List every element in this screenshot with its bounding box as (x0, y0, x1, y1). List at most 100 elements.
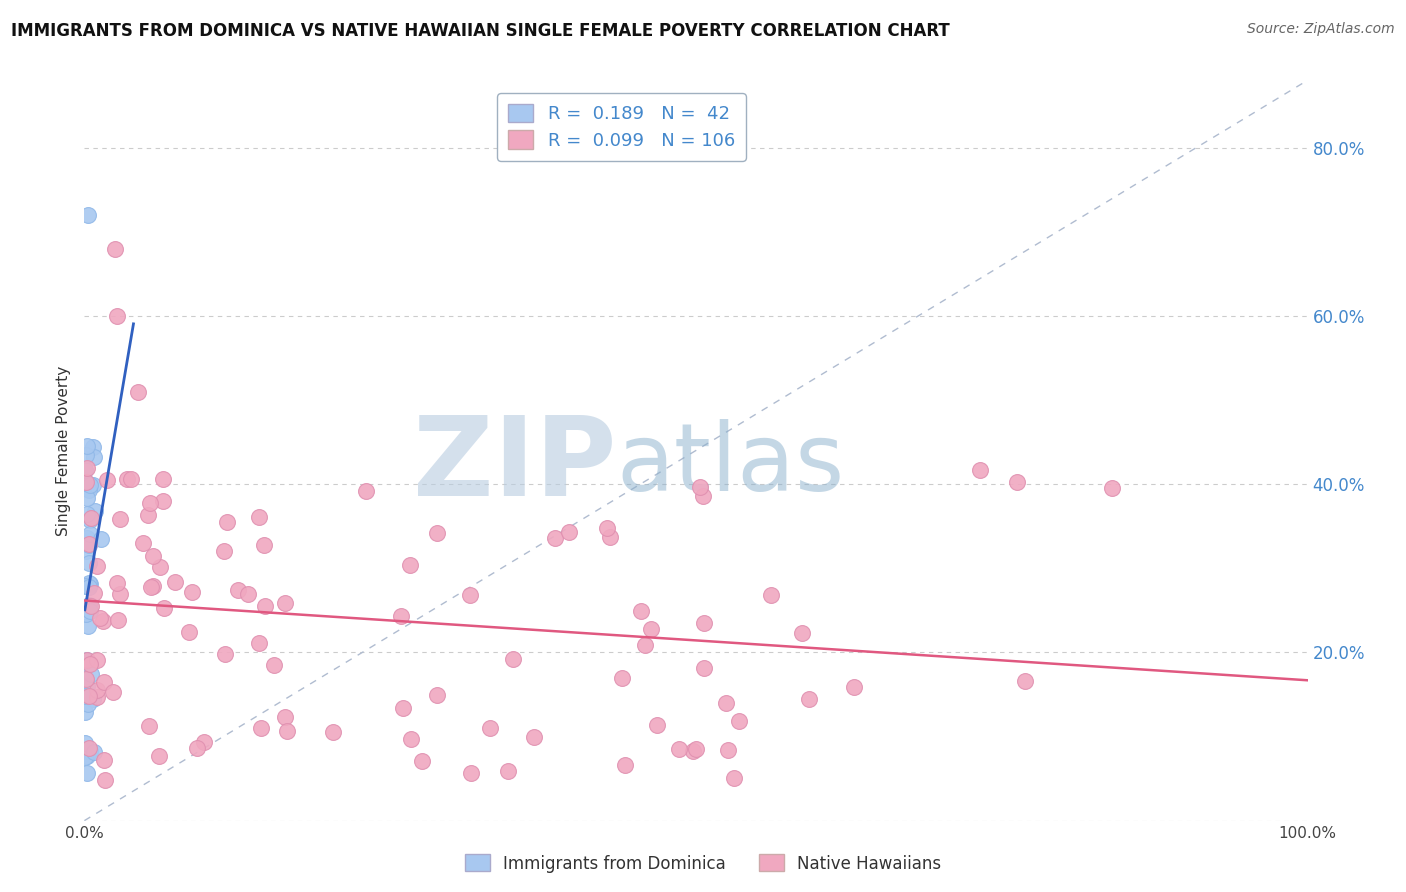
Point (77, 556, 100, 570)
Point (1101, 481, 1123, 495)
Point (75, 743, 97, 757)
Point (120, 472, 142, 486)
Point (630, 604, 652, 618)
Point (149, 559, 172, 574)
Y-axis label: Single Female Poverty: Single Female Poverty (56, 366, 72, 535)
Point (127, 384, 149, 399)
Point (389, 608, 412, 623)
Point (186, 741, 208, 756)
Point (181, 584, 204, 599)
Point (76, 766, 98, 780)
Point (761, 588, 783, 602)
Point (75, 449, 97, 463)
Point (83, 745, 105, 759)
Point (76, 508, 98, 522)
Point (96, 473, 118, 487)
Point (502, 652, 524, 666)
Point (714, 696, 737, 710)
Point (73, 736, 96, 750)
Point (79, 576, 101, 591)
Point (391, 701, 413, 715)
Point (460, 765, 482, 780)
Point (77, 580, 100, 594)
Point (274, 710, 297, 724)
Point (142, 549, 165, 564)
Point (76, 653, 98, 667)
Legend: Immigrants from Dominica, Native Hawaiians: Immigrants from Dominica, Native Hawaiia… (458, 847, 948, 880)
Point (496, 764, 519, 778)
Text: ZIP: ZIP (413, 412, 616, 519)
Point (79, 478, 101, 492)
Point (177, 625, 200, 640)
Point (136, 508, 159, 523)
Point (728, 714, 751, 728)
Point (253, 599, 276, 613)
Point (103, 684, 125, 698)
Point (110, 512, 132, 526)
Point (692, 489, 714, 503)
Point (274, 596, 297, 610)
Point (263, 658, 285, 673)
Point (790, 626, 813, 640)
Point (148, 749, 170, 764)
Point (73, 463, 96, 477)
Point (152, 493, 174, 508)
Point (152, 472, 174, 486)
Point (426, 526, 449, 541)
Point (138, 719, 160, 733)
Point (82, 478, 104, 492)
Point (82, 692, 104, 706)
Point (84, 504, 107, 518)
Point (76, 680, 98, 694)
Point (105, 309, 128, 323)
Legend: R =  0.189   N =  42, R =  0.099   N = 106: R = 0.189 N = 42, R = 0.099 N = 106 (498, 93, 745, 161)
Point (108, 587, 131, 601)
Point (214, 544, 236, 558)
Point (226, 582, 249, 597)
Point (77, 483, 100, 497)
Point (723, 771, 745, 785)
Point (83, 450, 105, 465)
Point (612, 671, 634, 685)
Point (94, 772, 117, 787)
Point (91, 615, 114, 629)
Point (969, 463, 991, 477)
Point (77, 208, 100, 222)
Point (685, 742, 707, 756)
Point (73, 705, 96, 719)
Text: atlas: atlas (616, 419, 845, 511)
Point (75, 607, 97, 622)
Point (80, 510, 103, 524)
Point (247, 510, 270, 524)
Point (77, 698, 100, 712)
Point (668, 741, 690, 756)
Point (595, 521, 617, 535)
Point (79, 604, 101, 618)
Point (90, 532, 112, 546)
Point (86, 653, 108, 667)
Text: IMMIGRANTS FROM DOMINICA VS NATIVE HAWAIIAN SINGLE FEMALE POVERTY CORRELATION CH: IMMIGRANTS FROM DOMINICA VS NATIVE HAWAI… (11, 22, 950, 40)
Point (842, 680, 865, 694)
Point (76, 491, 98, 506)
Point (115, 472, 138, 486)
Point (217, 516, 239, 530)
Point (77, 689, 100, 703)
Point (322, 725, 344, 739)
Point (77, 598, 100, 612)
Point (76, 749, 98, 764)
Point (75, 672, 97, 686)
Point (79, 657, 101, 671)
Point (163, 575, 186, 590)
Point (557, 524, 579, 539)
Point (105, 575, 128, 590)
Point (132, 536, 155, 550)
Point (138, 496, 160, 510)
Point (214, 647, 236, 661)
Point (399, 732, 422, 747)
Point (682, 743, 704, 757)
Point (76, 653, 98, 667)
Point (142, 579, 165, 593)
Point (399, 558, 422, 572)
Point (640, 622, 662, 636)
Point (93, 674, 115, 689)
